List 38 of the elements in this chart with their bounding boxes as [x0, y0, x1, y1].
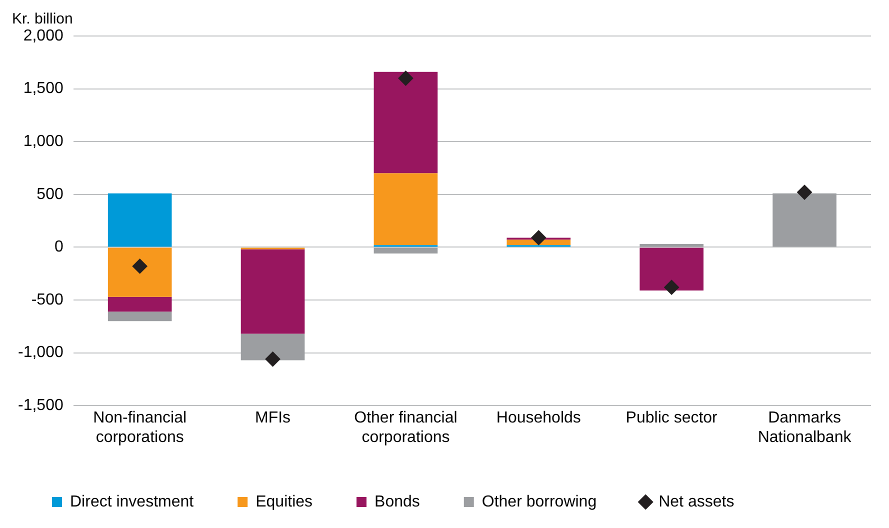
point [265, 352, 280, 367]
bar [374, 248, 438, 254]
bar [640, 244, 704, 247]
x-tick-label: MFIs [255, 410, 291, 427]
y-tick-label: 500 [36, 186, 64, 203]
x-tick-label: Other financial corporations [354, 410, 458, 446]
y-tick-label: -500 [31, 291, 64, 308]
legend-label: Direct investment [70, 493, 194, 510]
bar [240, 334, 305, 360]
y-tick-label: -1,500 [18, 397, 64, 414]
x-tick-label: Households [496, 410, 581, 427]
legend-label: Net assets [658, 493, 734, 510]
y-tick-label: -1,000 [18, 344, 64, 362]
bar [108, 248, 172, 297]
bar [108, 296, 172, 312]
y-tick-label: 1,500 [23, 80, 64, 98]
bar [374, 173, 438, 246]
legend-label: Equities [256, 493, 313, 510]
point [797, 184, 812, 200]
y-tick-label: 1,000 [23, 133, 64, 150]
x-tick-label: Public sector [626, 410, 718, 427]
y-tick-label: 2,000 [23, 27, 64, 44]
bar [108, 193, 172, 247]
point [132, 258, 148, 274]
bar [108, 312, 172, 322]
bar [240, 249, 305, 334]
point [398, 70, 414, 86]
legend-label: Bonds [374, 493, 420, 510]
x-tick-label: Non-financial corporations [93, 410, 187, 446]
bar [640, 248, 704, 290]
bar [374, 72, 438, 174]
point [664, 280, 680, 295]
point [531, 230, 546, 246]
legend-label: Other borrowing [482, 493, 597, 510]
y-tick-label: 0 [54, 238, 64, 256]
bar [772, 193, 836, 247]
y-axis-title: Kr. billion [12, 10, 73, 28]
x-tick-label: Danmarks Nationalbank [758, 410, 852, 446]
